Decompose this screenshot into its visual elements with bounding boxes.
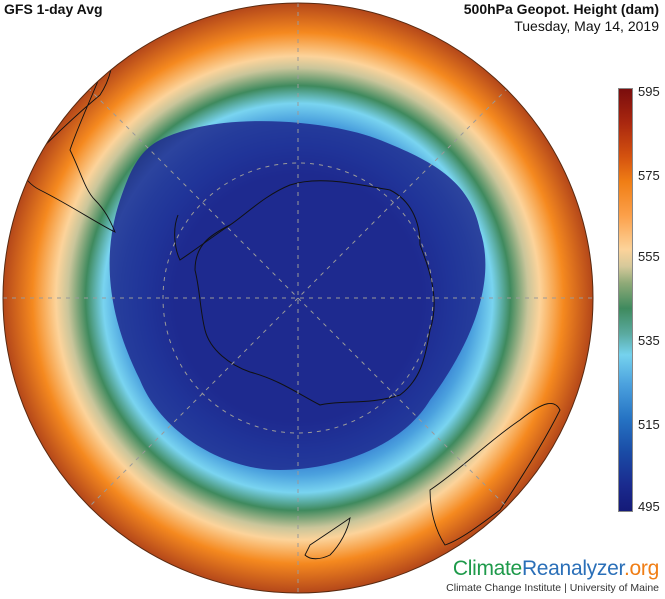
logo-part2: Reanalyzer [521, 557, 624, 580]
south-america-outline [19, 43, 116, 233]
antarctica-outline [194, 180, 435, 406]
colorbar-tick: 535 [638, 333, 660, 348]
polar-map [2, 2, 594, 594]
variable-title: 500hPa Geopot. Height (dam) [463, 1, 659, 17]
colorbar-tick: 555 [638, 249, 660, 264]
australia-outline [429, 403, 561, 546]
colorbar-tick: 575 [638, 168, 660, 183]
climate-reanalyzer-logo: ClimateReanalyzer.org Climate Change Ins… [446, 557, 659, 594]
logo-part3: .org [624, 557, 659, 580]
new-zealand-outline [304, 517, 351, 560]
colorbar [618, 88, 633, 512]
model-title: GFS 1-day Avg [4, 1, 103, 17]
colorbar-tick: 495 [638, 499, 660, 514]
logo-subtitle: Climate Change Institute | University of… [446, 582, 659, 594]
colorbar-tick: 595 [638, 84, 660, 99]
title-block: 500hPa Geopot. Height (dam) Tuesday, May… [464, 1, 659, 35]
colorbar-tick: 515 [638, 417, 660, 432]
date-label: Tuesday, May 14, 2019 [514, 18, 659, 34]
logo-part1: Climate [452, 557, 522, 580]
